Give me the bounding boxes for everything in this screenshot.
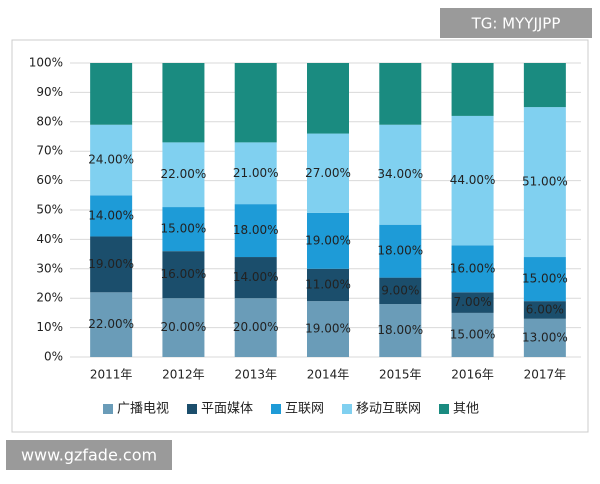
legend-label: 其他 [453, 402, 479, 417]
bar-segment [379, 304, 422, 357]
y-tick-label: 10% [36, 320, 63, 334]
y-tick-label: 30% [36, 261, 63, 275]
y-tick-label: 40% [36, 232, 63, 246]
bar-segment [90, 124, 133, 196]
data-label: 20.00% [161, 320, 207, 334]
bar-segment [234, 63, 277, 143]
data-label: 11.00% [305, 277, 351, 291]
legend-label: 互联网 [285, 402, 324, 417]
bar-segment [451, 292, 494, 313]
y-tick-label: 80% [36, 114, 63, 128]
data-label: 22.00% [161, 167, 207, 181]
data-label: 14.00% [233, 270, 279, 284]
data-label: 7.00% [454, 295, 492, 309]
bar-segment [523, 301, 566, 319]
x-tick-label: 2017年 [524, 368, 567, 382]
data-label: 15.00% [450, 327, 496, 341]
data-label: 16.00% [450, 261, 496, 275]
y-tick-label: 20% [36, 291, 63, 305]
watermark: TG: MYYJJPP [471, 15, 561, 33]
data-label: 21.00% [233, 166, 279, 180]
legend-swatch [271, 404, 281, 414]
legend-label: 广播电视 [117, 402, 169, 417]
data-label: 19.00% [305, 233, 351, 247]
watermark: www.gzfade.com [21, 446, 157, 465]
legend-label: 平面媒体 [201, 402, 253, 417]
bar-segment [379, 277, 422, 305]
data-label: 13.00% [522, 330, 568, 344]
bar-segment [162, 207, 205, 252]
data-label: 14.00% [88, 208, 134, 222]
data-label: 20.00% [233, 320, 279, 334]
bar-segment [90, 236, 133, 293]
bar-segment [307, 212, 349, 269]
data-label: 15.00% [522, 272, 568, 286]
y-tick-label: 100% [29, 56, 63, 70]
x-tick-label: 2013年 [234, 368, 277, 382]
data-label: 44.00% [450, 173, 496, 187]
x-tick-label: 2014年 [307, 368, 350, 382]
x-tick-label: 2015年 [379, 368, 422, 382]
data-label: 6.00% [526, 302, 564, 316]
legend-swatch [187, 404, 197, 414]
legend-swatch [342, 404, 352, 414]
data-label: 9.00% [381, 283, 419, 297]
bar-segment [379, 124, 422, 225]
bar-segment [451, 63, 494, 116]
bar-segment [162, 63, 205, 143]
watermark-box [6, 440, 172, 470]
bar-segment [523, 318, 566, 357]
bar-segment [90, 63, 133, 125]
legend-swatch [439, 404, 449, 414]
y-tick-label: 0% [44, 350, 63, 364]
data-label: 19.00% [305, 322, 351, 336]
bar-segment [379, 224, 422, 278]
y-tick-label: 90% [36, 85, 63, 99]
x-tick-label: 2012年 [162, 368, 205, 382]
legend-swatch [103, 404, 113, 414]
data-label: 27.00% [305, 166, 351, 180]
bar-segment [451, 245, 494, 293]
bar-segment [234, 204, 277, 258]
chart-frame [11, 39, 589, 433]
bar-segment [451, 115, 494, 246]
bar-segment [90, 195, 133, 237]
x-tick-label: 2011年 [90, 368, 133, 382]
bar-segment [451, 312, 494, 357]
bar-segment [523, 107, 566, 258]
bar-segment [379, 63, 422, 125]
bar-segment [307, 268, 349, 302]
data-label: 18.00% [377, 323, 423, 337]
bar-segment [307, 63, 349, 134]
data-label: 15.00% [161, 222, 207, 236]
bar-segment [234, 298, 277, 357]
bar-segment [90, 292, 133, 357]
y-tick-label: 60% [36, 173, 63, 187]
bar-segment [234, 257, 277, 299]
bar-segment [162, 298, 205, 357]
bar-segment [162, 142, 205, 208]
bar-segment [162, 251, 205, 299]
data-label: 34.00% [377, 167, 423, 181]
data-label: 24.00% [88, 153, 134, 167]
data-label: 18.00% [377, 244, 423, 258]
bar-segment [523, 63, 566, 108]
watermark-box [440, 8, 592, 38]
data-label: 22.00% [88, 317, 134, 331]
bar-segment [523, 257, 566, 302]
y-tick-label: 70% [36, 144, 63, 158]
data-label: 18.00% [233, 223, 279, 237]
x-tick-label: 2016年 [451, 368, 494, 382]
data-label: 51.00% [522, 175, 568, 189]
bar-segment [307, 301, 349, 357]
data-label: 19.00% [88, 257, 134, 271]
legend-label: 移动互联网 [356, 402, 421, 417]
bar-segment [307, 133, 349, 213]
data-label: 16.00% [161, 267, 207, 281]
bar-segment [234, 142, 277, 205]
y-tick-label: 50% [36, 203, 63, 217]
